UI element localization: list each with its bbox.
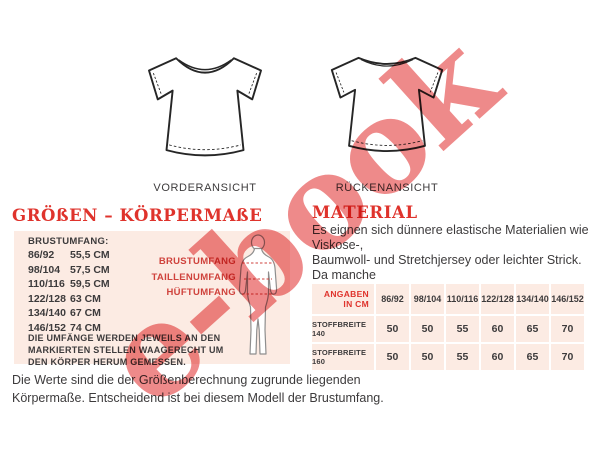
table-cell: 55 bbox=[446, 316, 479, 342]
table-cell: 65 bbox=[516, 316, 549, 342]
table-cell: 70 bbox=[551, 344, 584, 370]
tshirt-back-drawing bbox=[318, 34, 456, 168]
body-figure-svg bbox=[238, 234, 278, 355]
back-view-label: RÜCKENANSICHT bbox=[335, 182, 439, 194]
size-row: 134/140 67 CM bbox=[28, 307, 101, 320]
chest-list-header: BRUSTUMFANG: bbox=[28, 236, 109, 247]
table-column-header: 98/104 bbox=[411, 284, 444, 314]
sizes-section-title: GRÖßEN – KÖRPERMAßE bbox=[12, 206, 263, 225]
table-cell: 60 bbox=[481, 344, 514, 370]
table-column-header: 146/152 bbox=[551, 284, 584, 314]
size-row: 146/152 74 CM bbox=[28, 321, 101, 334]
size-row: 122/128 63 CM bbox=[28, 292, 101, 305]
body-figure-drawing bbox=[230, 234, 286, 360]
chest-measure-label: BRUSTUMFANG bbox=[158, 256, 236, 267]
table-column-header: 122/128 bbox=[481, 284, 514, 314]
table-column-header: 110/116 bbox=[446, 284, 479, 314]
table-cell: 50 bbox=[411, 316, 444, 342]
table-column-header: 86/92 bbox=[376, 284, 409, 314]
size-row: 86/92 55,5 CM bbox=[28, 249, 110, 261]
material-section-title: MATERIAL bbox=[312, 203, 418, 222]
table-cell: 50 bbox=[411, 344, 444, 370]
table-cell: 50 bbox=[376, 316, 409, 342]
sizes-panel: BRUSTUMFANG: 86/92 55,5 CM 98/104 57,5 CM … bbox=[14, 231, 290, 367]
size-row: 110/116 59,5 CM bbox=[28, 278, 110, 291]
tshirt-front-svg bbox=[148, 57, 262, 157]
table-column-header: 134/140 bbox=[516, 284, 549, 314]
table-cell: 65 bbox=[516, 344, 549, 370]
hip-measure-label: HÜFTUMFANG bbox=[166, 287, 236, 298]
waist-measure-label: TAILLENUMFANG bbox=[151, 272, 236, 283]
fabric-requirement-table: ANGABEN IN CM 86/92 98/104 110/116 122/1… bbox=[312, 284, 584, 370]
table-cell: 50 bbox=[376, 344, 409, 370]
table-cell: 70 bbox=[551, 316, 584, 342]
table-cell: 60 bbox=[481, 316, 514, 342]
table-row-label: STOFFBREITE 140 bbox=[312, 316, 374, 342]
table-cell: 55 bbox=[446, 344, 479, 370]
measuring-note: DIE UMFÄNGE WERDEN JEWEILS AN DEN MARKIE… bbox=[28, 333, 224, 367]
table-row-label: STOFFBREITE 160 bbox=[312, 344, 374, 370]
size-list: 86/92 55,5 CM 98/104 57,5 CM 110/116 59,5 C… bbox=[28, 248, 110, 336]
sizes-footer-text: Die Werte sind die der Größenberechnung … bbox=[12, 373, 384, 405]
front-view-label: VORDERANSICHT bbox=[153, 182, 257, 194]
tshirt-back-svg bbox=[330, 56, 444, 152]
table-corner-header: ANGABEN IN CM bbox=[312, 284, 374, 314]
size-row: 98/104 57,5 CM bbox=[28, 263, 110, 276]
tshirt-front-drawing bbox=[135, 31, 275, 173]
